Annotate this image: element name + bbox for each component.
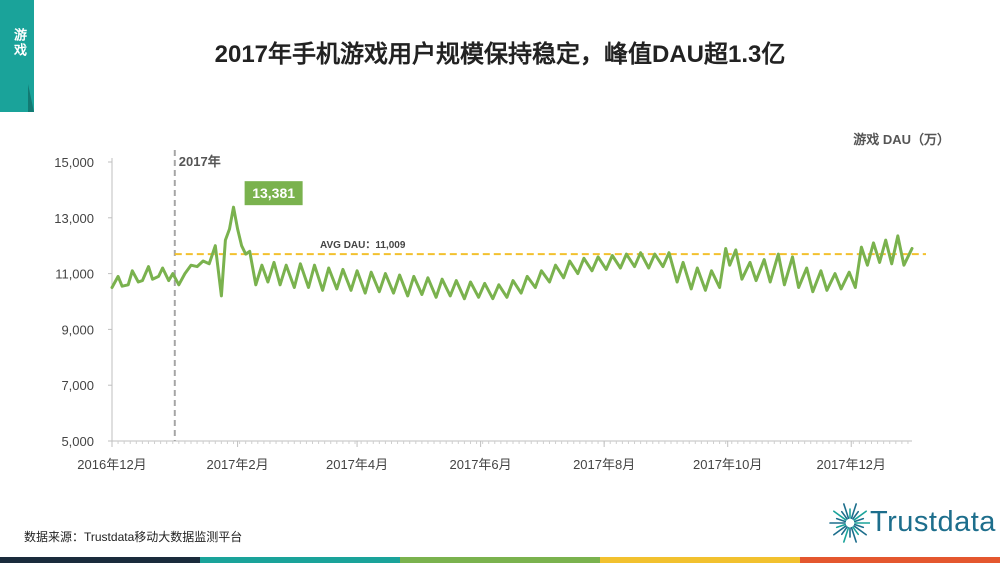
trustdata-logo: Trustdata [826, 498, 995, 548]
logo-ray [853, 523, 865, 529]
logo-burst-icon [829, 503, 871, 543]
logo-ray [852, 510, 860, 520]
peak-label-box [244, 181, 303, 206]
x-tick-label: 2017年10月 [693, 457, 762, 472]
logo-ray [853, 525, 867, 536]
x-tick-label: 2017年2月 [206, 457, 268, 472]
x-tick-label: 2017年12月 [817, 457, 886, 472]
logo-ray [843, 526, 850, 543]
bar-segment-5 [800, 557, 1000, 563]
avg-dau-label: AVG DAU：11,009 [320, 240, 406, 251]
x-tick-label: 2017年6月 [450, 457, 512, 472]
logo-ray [850, 526, 857, 543]
logo-ray [835, 517, 847, 523]
logo-ray [833, 525, 847, 536]
peak-label: 13,381 [252, 185, 295, 201]
bottom-color-bar [0, 557, 1000, 563]
logo-ray [833, 510, 847, 521]
y-tick-label: 15,000 [54, 155, 94, 170]
bar-segment-1 [0, 557, 200, 563]
peak-annotation: 13,381 [244, 181, 303, 206]
logo-ray [840, 526, 848, 536]
bar-segment-3 [400, 557, 600, 563]
x-tick-label: 2016年12月 [77, 457, 146, 472]
section-tag-label: 游戏 [12, 28, 27, 58]
x-axis: 2016年12月 2017年2月 2017年4月 2017年6月 2017年8月 2017… [77, 440, 912, 472]
bar-segment-4 [600, 557, 800, 563]
dau-series-line [110, 205, 914, 301]
logo-ray [840, 510, 848, 520]
year-marker-label: 2017年 [179, 154, 221, 169]
section-tag: 游戏 [0, 0, 34, 112]
logo-ray [843, 503, 850, 520]
y-tick-label: 13,000 [54, 211, 94, 226]
logo-text: Trustdata [870, 506, 996, 538]
y-tick-label: 7,000 [61, 378, 94, 393]
logo-ray [852, 526, 860, 536]
logo-ray [850, 503, 857, 520]
x-tick-label: 2017年8月 [573, 457, 635, 472]
bar-segment-2 [200, 557, 400, 563]
y-tick-label: 9,000 [61, 322, 94, 337]
logo-ray [835, 523, 847, 529]
logo-ray [853, 510, 867, 521]
y-tick-label: 11,000 [55, 267, 94, 282]
data-source: 数据来源：Trustdata移动大数据监测平台 [24, 530, 243, 544]
logo-ray [853, 517, 865, 523]
unit-label: 游戏 DAU（万） [853, 132, 950, 147]
y-tick-label: 5,000 [61, 434, 94, 449]
x-tick-label: 2017年4月 [326, 457, 388, 472]
y-axis: 5,000 7,000 9,000 11,000 13,000 15,000 [54, 155, 113, 449]
section-tag-fold [28, 84, 34, 112]
page-title: 2017年手机游戏用户规模保持稳定，峰值DAU超1.3亿 [214, 41, 786, 68]
